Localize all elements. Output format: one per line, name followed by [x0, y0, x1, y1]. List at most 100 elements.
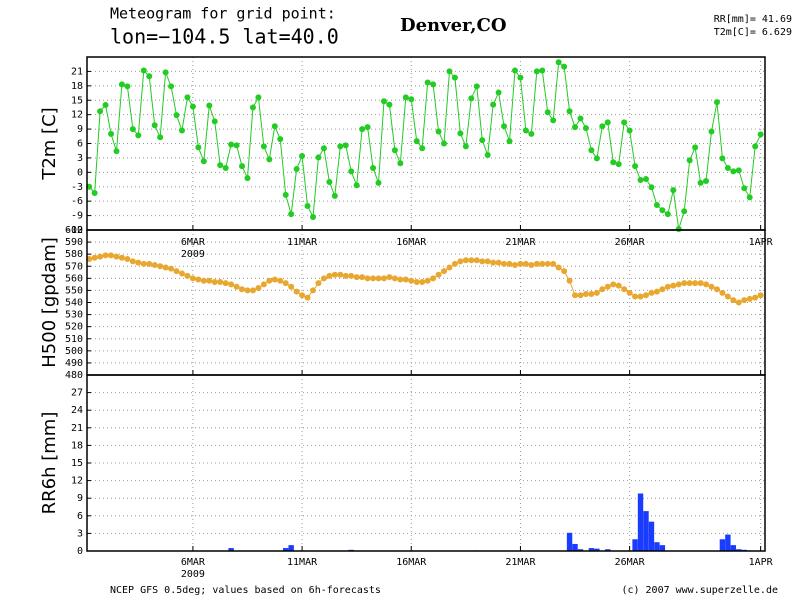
y-tick-label: 15: [71, 95, 83, 106]
point: [681, 208, 688, 215]
point: [108, 130, 115, 137]
bar: [725, 534, 731, 551]
point: [615, 161, 622, 168]
x-tick-label: 21MAR: [505, 557, 536, 568]
y-axis-label: H500 [gpdam]: [39, 237, 60, 368]
point: [424, 79, 431, 86]
point: [228, 281, 235, 288]
y-tick-label: 15: [71, 458, 83, 469]
point: [102, 102, 109, 109]
point: [304, 294, 311, 301]
point: [244, 175, 251, 182]
y-axis-label: T2m [C]: [39, 107, 60, 180]
x-tick-label: 26MAR: [615, 557, 646, 568]
y-tick-label: 6: [77, 139, 83, 150]
footer-left: NCEP GFS 0.5deg; values based on 6h-fore…: [110, 585, 381, 596]
y-tick-label: 520: [65, 322, 83, 333]
point: [441, 268, 448, 275]
title: Meteogram for grid point:: [110, 5, 336, 23]
point: [610, 159, 617, 166]
point: [511, 67, 518, 74]
y-tick-label: 18: [71, 81, 83, 92]
x-year-label: 2009: [181, 569, 205, 580]
point: [642, 292, 649, 299]
footer-right: (c) 2007 www.superzelle.de: [621, 585, 778, 596]
point: [566, 277, 573, 284]
point: [522, 127, 529, 134]
point: [206, 102, 213, 109]
point: [670, 282, 677, 289]
point: [703, 177, 710, 184]
point: [697, 280, 704, 287]
bar: [654, 542, 660, 551]
point: [675, 281, 682, 288]
point: [588, 291, 595, 298]
point: [135, 259, 142, 266]
point: [572, 292, 579, 299]
point: [561, 63, 568, 70]
point: [599, 286, 606, 293]
point: [337, 143, 344, 150]
x-tick-label: 16MAR: [396, 237, 427, 248]
point: [348, 168, 355, 175]
x-tick-label: 1APR: [749, 237, 774, 248]
point: [533, 68, 540, 75]
point: [260, 281, 267, 288]
point: [653, 202, 660, 209]
point: [348, 272, 355, 279]
point: [572, 124, 579, 131]
point: [217, 278, 224, 285]
point: [113, 253, 120, 260]
point: [326, 178, 333, 185]
point: [353, 274, 360, 281]
point: [506, 138, 513, 145]
point: [184, 94, 191, 101]
point: [473, 257, 480, 264]
point: [233, 283, 240, 290]
x-year-label: 2009: [181, 249, 205, 260]
bar: [643, 511, 649, 551]
point: [430, 81, 437, 88]
point: [337, 271, 344, 278]
point: [195, 276, 202, 283]
point: [703, 281, 710, 288]
point: [451, 260, 458, 267]
point: [582, 125, 589, 132]
point: [391, 275, 398, 282]
point: [97, 253, 104, 260]
point: [517, 74, 524, 81]
point: [200, 277, 207, 284]
point: [637, 293, 644, 300]
point: [402, 276, 409, 283]
point: [632, 163, 639, 170]
point: [539, 260, 546, 267]
point: [108, 252, 115, 259]
point: [457, 258, 464, 265]
point: [686, 280, 693, 287]
point: [124, 83, 131, 90]
point: [719, 289, 726, 296]
point: [599, 123, 606, 130]
point: [320, 145, 327, 152]
point: [577, 292, 584, 299]
point: [124, 256, 131, 262]
point: [708, 128, 715, 135]
point: [288, 211, 295, 218]
point: [364, 275, 371, 282]
point: [659, 207, 666, 214]
point: [178, 127, 185, 134]
point: [708, 283, 715, 290]
point: [593, 289, 600, 296]
y-tick-label: -12: [65, 225, 83, 236]
point: [555, 59, 562, 66]
x-tick-label: 1APR: [749, 557, 774, 568]
point: [249, 104, 256, 111]
point: [419, 278, 426, 285]
point: [222, 165, 229, 172]
point: [501, 260, 508, 267]
point: [282, 191, 289, 198]
point: [713, 286, 720, 293]
point: [522, 260, 529, 267]
point: [632, 293, 639, 300]
